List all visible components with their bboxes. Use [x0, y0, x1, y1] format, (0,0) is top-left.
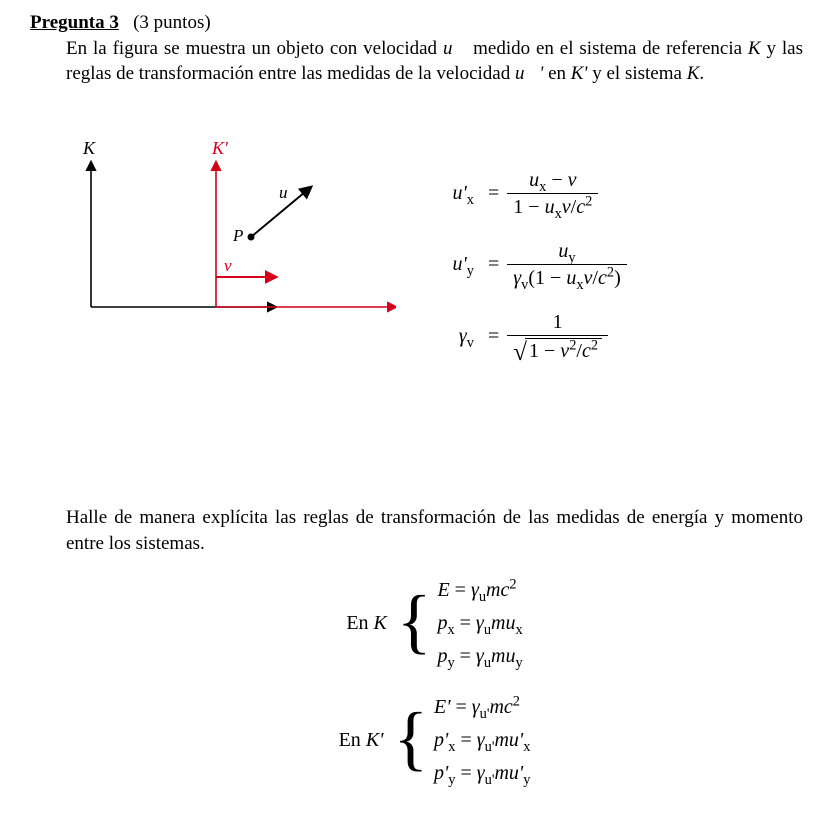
svg-text:u⃗: u⃗: [279, 183, 301, 202]
equals-sign: =: [480, 251, 507, 278]
eq-gamma-lhs: γv: [426, 323, 480, 350]
svg-text:K': K': [211, 138, 229, 158]
eq-ux-lhs: u'x: [426, 180, 480, 207]
system-K-label: En K: [346, 610, 397, 637]
system-K-definitions: En K { E = γumc2px = γumuxpy = γumuy: [66, 574, 803, 673]
system-eq-line: p'y = γu'mu'y: [434, 757, 530, 790]
svg-text:P: P: [232, 226, 243, 245]
eq-ux-frac: ux − v 1 − uxv/c2: [507, 169, 598, 218]
figure-and-equations-row: K K' v⃗ Pu⃗ u'x = ux − v 1 − uxv/c2 u'y = u…: [66, 137, 803, 385]
eq-uy-num: uy: [552, 240, 581, 264]
eq-uy-prime: u'y = uy γv(1 − uxv/c2): [426, 240, 803, 289]
prompt-text: En la figura se muestra un objeto con ve…: [66, 36, 803, 87]
eq-ux-num: ux − v: [523, 169, 582, 193]
system-Kprime-equations: E' = γu'mc2p'x = γu'mu'xp'y = γu'mu'y: [434, 691, 530, 790]
eq-uy-frac: uy γv(1 − uxv/c2): [507, 240, 626, 289]
system-eq-line: E' = γu'mc2: [434, 691, 530, 724]
sqrt: √ 1 − v2/c2: [513, 338, 602, 363]
question-body: En la figura se muestra un objeto con ve…: [66, 36, 803, 791]
task-text: Halle de manera explícita las reglas de …: [66, 505, 803, 556]
system-K-equations: E = γumc2px = γumuxpy = γumuy: [437, 574, 522, 673]
svg-text:K: K: [82, 138, 96, 158]
velocity-transform-equations: u'x = ux − v 1 − uxv/c2 u'y = uy γv(1 − …: [396, 137, 803, 385]
system-eq-line: px = γumux: [437, 607, 522, 640]
question-number: Pregunta 3: [30, 12, 119, 33]
equals-sign: =: [480, 323, 507, 350]
eq-gamma-frac: 1 √ 1 − v2/c2: [507, 311, 608, 363]
system-Kprime-label: En K': [339, 727, 394, 754]
left-brace-icon: {: [397, 589, 438, 654]
question-points: (3 puntos): [133, 12, 211, 33]
left-brace-icon: {: [393, 706, 434, 771]
equals-sign: =: [480, 180, 507, 207]
eq-uy-lhs: u'y: [426, 251, 480, 278]
eq-gamma-v: γv = 1 √ 1 − v2/c2: [426, 311, 803, 363]
eq-ux-den: 1 − uxv/c2: [507, 193, 598, 218]
eq-gamma-num: 1: [547, 311, 569, 335]
eq-uy-den: γv(1 − uxv/c2): [507, 264, 626, 289]
system-eq-line: py = γumuy: [437, 640, 522, 673]
page: Pregunta 3 (3 puntos) En la figura se mu…: [0, 0, 833, 830]
radical-icon: √: [513, 340, 527, 365]
eq-gamma-den: √ 1 − v2/c2: [507, 335, 608, 363]
system-eq-line: p'x = γu'mu'x: [434, 724, 530, 757]
svg-text:v⃗: v⃗: [224, 256, 245, 275]
eq-gamma-radicand: 1 − v2/c2: [525, 338, 602, 363]
system-Kprime-definitions: En K' { E' = γu'mc2p'x = γu'mu'xp'y = γu…: [66, 691, 803, 790]
reference-frame-diagram: K K' v⃗ Pu⃗: [66, 137, 396, 345]
diagram-svg: K K' v⃗ Pu⃗: [66, 137, 396, 337]
system-eq-line: E = γumc2: [437, 574, 522, 607]
question-header: Pregunta 3 (3 puntos): [30, 10, 803, 36]
eq-ux-prime: u'x = ux − v 1 − uxv/c2: [426, 169, 803, 218]
